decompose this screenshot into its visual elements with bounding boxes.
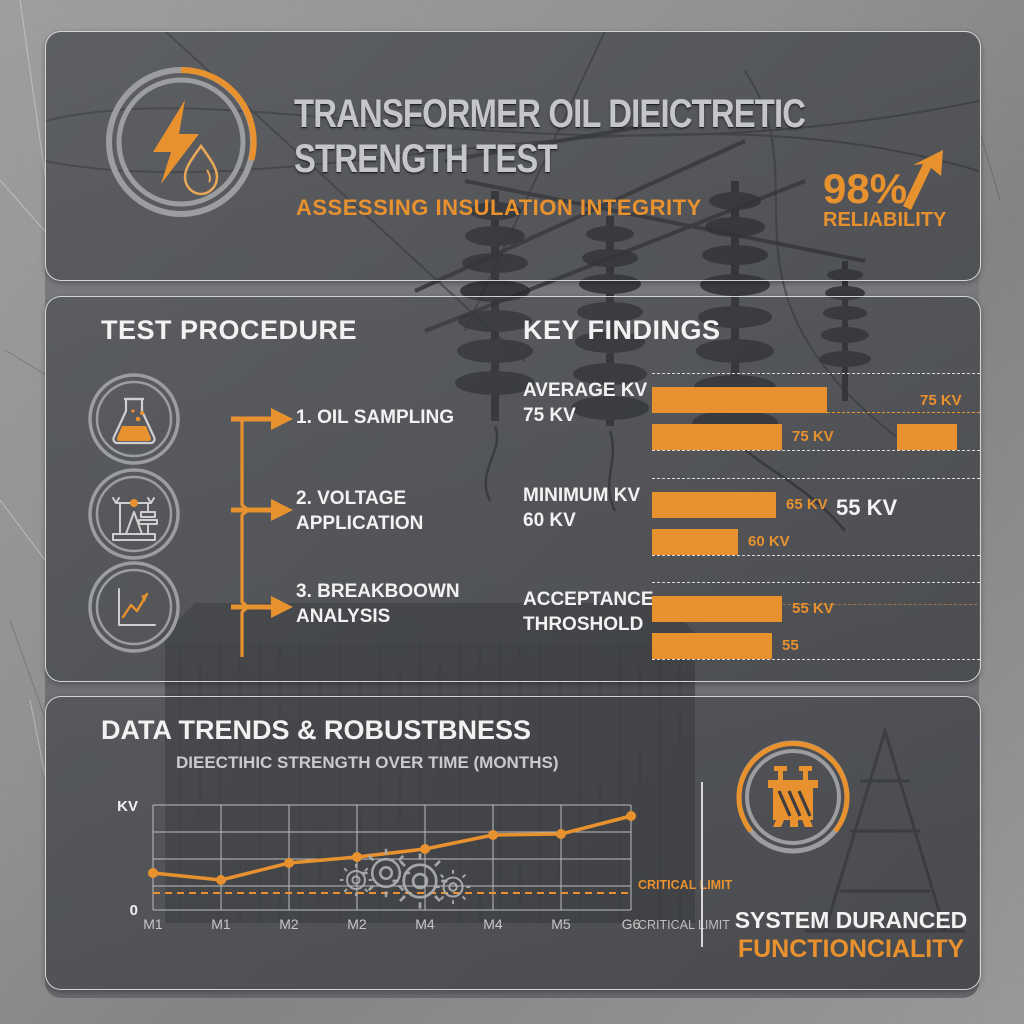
svg-text:M2: M2	[347, 916, 367, 932]
svg-text:M2: M2	[279, 916, 299, 932]
svg-text:M5: M5	[551, 916, 571, 932]
svg-text:M1: M1	[143, 916, 163, 932]
svg-text:CRITICAL LIMIT: CRITICAL LIMIT	[638, 878, 733, 892]
svg-text:KV: KV	[117, 798, 138, 815]
svg-text:M4: M4	[483, 916, 503, 932]
svg-text:M4: M4	[415, 916, 435, 932]
svg-text:0: 0	[130, 902, 138, 919]
svg-text:M1: M1	[211, 916, 231, 932]
